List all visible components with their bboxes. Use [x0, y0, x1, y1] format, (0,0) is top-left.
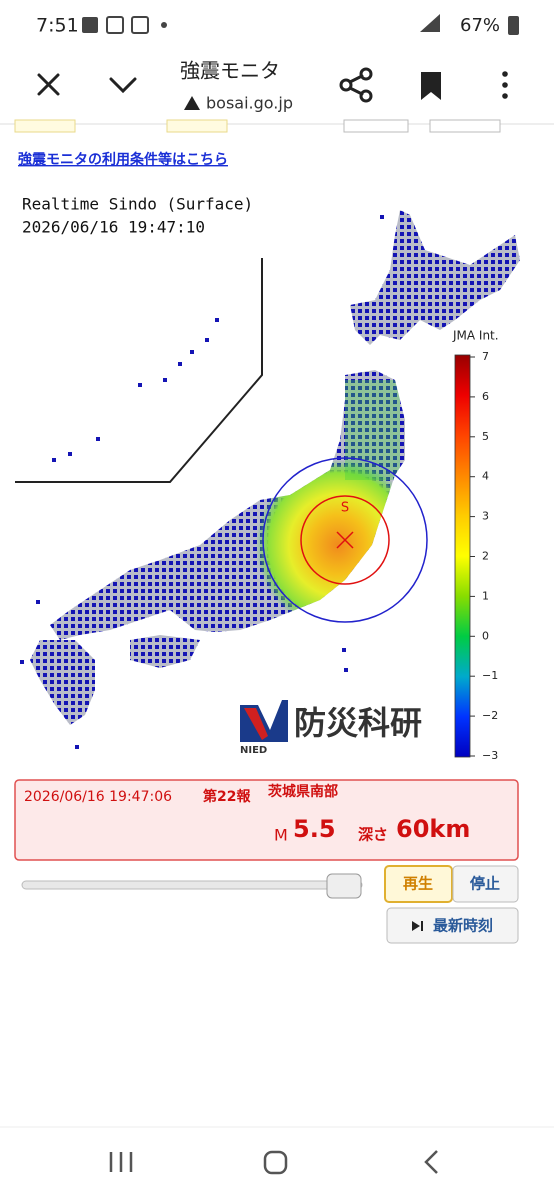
- islands: [20, 215, 384, 749]
- report-box: [14, 779, 519, 861]
- logo-text: 防災科研: [294, 704, 422, 742]
- scale-title: JMA Int.: [452, 329, 499, 343]
- map: S Realtime Sindo (Surface) 2026/06/16 19…: [15, 185, 520, 762]
- tabs-button[interactable]: [109, 77, 137, 94]
- map-title: Realtime Sindo (Surface): [22, 195, 253, 214]
- stop-label: 停止: [469, 875, 500, 893]
- scale-label: −1: [482, 669, 498, 682]
- partial-button: [166, 119, 228, 133]
- map-time: 2026/06/16 19:47:10: [22, 218, 205, 237]
- s-wave-circle: [300, 495, 390, 585]
- depth-label: 深さ: [358, 826, 388, 844]
- scale-labels: 7 6 5 4 3 2 1 0 −1 −2 −3: [470, 350, 498, 762]
- home-button[interactable]: [263, 1150, 288, 1175]
- status-icons: [82, 14, 519, 35]
- signal-icon: [420, 14, 440, 32]
- p-wave-circle: [262, 457, 428, 623]
- icon: [106, 16, 124, 34]
- play-label: 再生: [403, 875, 433, 893]
- scale-label: 7: [482, 350, 489, 363]
- battery-icon: [508, 16, 519, 35]
- shaking-area: [345, 380, 400, 480]
- latest-label: 最新時刻: [433, 917, 493, 935]
- scale-label: −2: [482, 709, 498, 722]
- status-battery: 67%: [460, 15, 500, 36]
- warning-icon: [184, 96, 200, 110]
- partial-button: [343, 119, 409, 133]
- report-region: 茨城県南部: [268, 783, 338, 800]
- partial-button: [429, 119, 501, 133]
- report-time: 2026/06/16 19:47:06: [24, 789, 172, 805]
- share-button[interactable]: [339, 67, 373, 103]
- shikoku: [130, 635, 200, 668]
- magnitude-label: M: [274, 826, 288, 845]
- time-slider[interactable]: [21, 880, 363, 890]
- scale-label: 2: [482, 550, 489, 563]
- partial-button: [14, 119, 76, 133]
- page-title: 強震モニタ: [180, 59, 280, 83]
- scale-label: 4: [482, 470, 489, 483]
- logo-sub: NIED: [240, 745, 267, 756]
- latest-icon: [412, 921, 423, 931]
- logo-shape: [244, 708, 268, 740]
- scale-label: 3: [482, 510, 489, 523]
- depth: 60km: [396, 815, 470, 843]
- play-button[interactable]: [384, 865, 453, 903]
- bookmark-button[interactable]: [421, 72, 441, 100]
- recents-button[interactable]: [109, 1152, 133, 1172]
- menu-button[interactable]: [502, 71, 508, 99]
- icon: [82, 17, 98, 33]
- close-button[interactable]: [37, 73, 60, 96]
- stop-button[interactable]: [452, 865, 519, 903]
- epicenter-label: S: [341, 501, 349, 516]
- scale-label: −3: [482, 749, 498, 762]
- toolbar-icons: [37, 67, 373, 103]
- nied-logo: 防災科研 NIED: [240, 700, 422, 756]
- kyushu: [30, 640, 95, 725]
- hokkaido: [350, 210, 520, 345]
- scale-label: 1: [482, 589, 489, 602]
- terms-link[interactable]: 強震モニタの利用条件等はこちら: [18, 151, 228, 168]
- icon: [131, 16, 149, 34]
- scale-label: 6: [482, 390, 489, 403]
- epicenter: [336, 531, 354, 549]
- slider-thumb[interactable]: [326, 873, 362, 899]
- page-url[interactable]: bosai.go.jp: [206, 94, 293, 113]
- scale-label: 5: [482, 430, 489, 443]
- scale-label: 0: [482, 629, 489, 642]
- back-button[interactable]: [424, 1150, 438, 1174]
- magnitude: 5.5: [293, 815, 336, 843]
- scale-bar: [454, 354, 471, 758]
- latest-button[interactable]: [386, 907, 519, 944]
- status-time: 7:51: [36, 15, 79, 37]
- report-number: 第22報: [203, 788, 251, 805]
- nav-bar: [109, 1150, 438, 1175]
- inset-border: [15, 258, 263, 483]
- icon: [161, 22, 167, 28]
